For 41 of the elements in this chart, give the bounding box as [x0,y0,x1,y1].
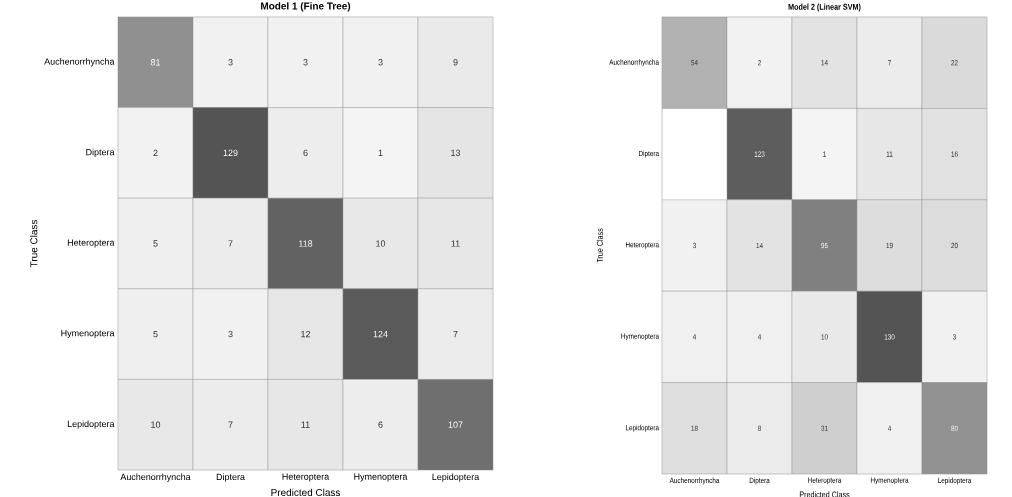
data-label: 12 [301,330,311,338]
data-label: 10 [376,240,386,247]
x-tick-label: Hymenoptera [354,473,408,482]
data-label: 1 [378,149,383,156]
x-tick-label: Lepidoptera [432,473,480,482]
data-label: 11 [301,421,310,428]
y-tick-label: Lepidoptera [67,420,115,429]
data-label: 13 [451,149,461,157]
data-label: 129 [223,149,238,157]
y-axis-title: True Class [30,219,38,268]
data-label: 2 [153,149,158,157]
data-label: 3 [228,330,233,338]
chart-title: Model 1 (Fine Tree) [261,2,351,12]
x-tick-label: Heteroptera [282,473,330,482]
data-label: 3 [228,59,233,66]
data-label: 7 [228,421,233,428]
data-label: 10 [151,421,161,428]
data-label: 3 [378,59,383,66]
data-label: 124 [373,330,388,338]
data-label: 5 [153,330,158,338]
data-label: 7 [228,240,233,247]
data-label: 11 [451,240,460,247]
y-axis-title: True Class [596,228,603,263]
y-tick-label: Diptera [86,148,115,158]
y-tick-label: Heteroptera [67,239,115,248]
data-label: 3 [303,59,308,66]
data-label: 81 [150,59,161,66]
data-label: 6 [303,149,308,157]
x-tick-label: Diptera [216,473,245,482]
chart-title: Model 2 (Linear SVM) [788,3,861,12]
data-label: 6 [378,421,383,428]
x-axis-title: Predicted Class [271,488,341,497]
data-label: 118 [299,240,313,247]
data-label: 7 [453,331,458,338]
y-tick-label: Auchenorrhyncha [44,58,115,67]
data-label: 107 [448,421,463,428]
x-axis-title: Predicted Class [799,491,850,497]
x-tick-label: Auchenorrhyncha [120,473,191,482]
y-tick-label: Hymenoptera [61,330,115,339]
data-label: 9 [453,59,458,66]
data-label: 5 [153,240,158,247]
